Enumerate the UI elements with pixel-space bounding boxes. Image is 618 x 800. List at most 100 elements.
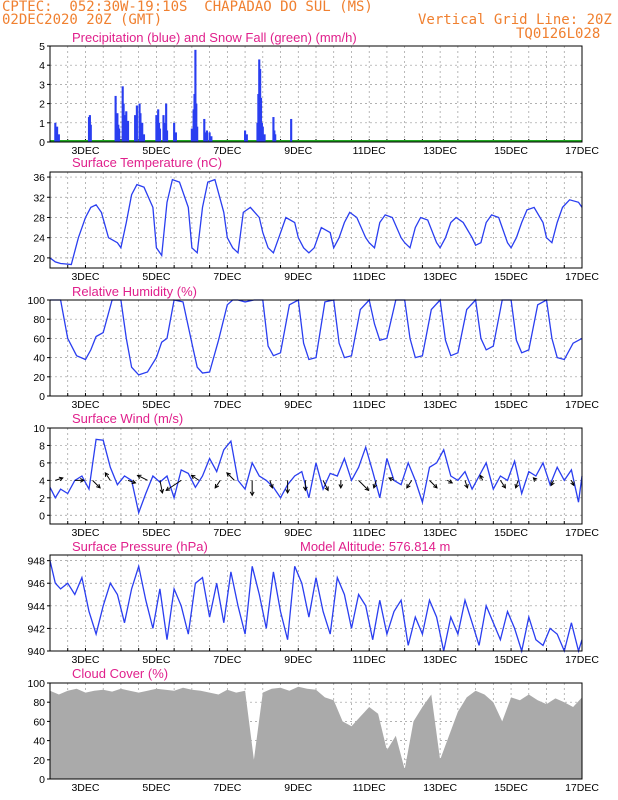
wind-arrow-head — [80, 477, 85, 483]
wind-ytick-label: 6 — [39, 458, 45, 470]
pressure-xtick-label: 5DEC — [142, 654, 170, 666]
temperature-xtick-label: 17DEC — [565, 271, 599, 283]
temperature-xtick-label: 15DEC — [494, 271, 528, 283]
wind-arrow — [226, 472, 235, 481]
wind-xtick-label: 7DEC — [213, 527, 241, 539]
precip-frame — [49, 45, 583, 143]
wind-ytick-label: 2 — [39, 493, 45, 505]
wind-xtick-label: 15DEC — [494, 527, 528, 539]
precip-bar — [290, 118, 293, 142]
pressure-ytick-label: 940 — [27, 646, 45, 658]
wind-xtick-label: 3DEC — [71, 527, 99, 539]
wind-arrow-head — [532, 477, 538, 482]
temperature-ytick-label: 28 — [33, 212, 45, 224]
temperature-frame — [49, 171, 583, 269]
precip-bar — [155, 115, 158, 142]
wind-arrow-head — [285, 489, 290, 494]
wind-panel: Surface Wind (m/s) 0 2 4 6 8 10 3DEC 5DEC 7DEC 9DE… — [33, 411, 599, 539]
precip-bar — [56, 126, 59, 142]
cloud-ytick-label: 80 — [33, 697, 45, 709]
cloud-ytick-label: 100 — [27, 678, 45, 690]
wind-ytick-label: 0 — [39, 510, 45, 522]
humidity-frame — [49, 299, 583, 397]
cloud-xtick-label: 13DEC — [423, 782, 457, 794]
temperature-xtick-label: 7DEC — [213, 271, 241, 283]
wind-arrow-head — [214, 483, 220, 489]
precip-xtick-label: 7DEC — [213, 145, 241, 157]
pressure-xtick-label: 3DEC — [71, 654, 99, 666]
wind-arrow-head — [136, 474, 142, 479]
pressure-xtick-label: 11DEC — [353, 654, 386, 666]
humidity-xtick-label: 15DEC — [494, 399, 528, 411]
wind-arrow-head — [249, 491, 255, 497]
cloud-ytick-label: 0 — [39, 774, 45, 786]
wind-arrow-head — [338, 484, 344, 489]
wind-ytick-label: 4 — [39, 475, 45, 487]
precip-bar — [210, 136, 213, 142]
precip-bar — [208, 132, 211, 142]
wind-arrow — [373, 480, 377, 489]
wind-xtick-label: 9DEC — [284, 527, 312, 539]
precip-bar — [139, 113, 142, 142]
humidity-title: Relative Humidity (%) — [72, 284, 197, 299]
precip-ytick-label: 0 — [39, 137, 45, 149]
wind-arrow-head — [372, 483, 378, 489]
precip-title: Precipitation (blue) and Snow Fall (gree… — [72, 30, 357, 45]
header-run-id: TQ0126L028 — [516, 26, 601, 42]
temperature-ytick-label: 32 — [33, 192, 45, 204]
wind-arrow-head — [501, 483, 506, 489]
humidity-xtick-label: 11DEC — [353, 399, 386, 411]
wind-arrow — [159, 480, 163, 493]
precip-bar — [194, 49, 197, 143]
cloud-xtick-label: 3DEC — [71, 782, 99, 794]
precip-bar — [118, 128, 121, 142]
pressure-panel: Surface Pressure (hPa) 940 942 944 946 948 3DE… — [27, 539, 599, 666]
precip-bar — [244, 130, 247, 142]
precip-xtick-label: 11DEC — [353, 145, 386, 157]
wind-frame — [49, 427, 583, 525]
pressure-xtick-label: 17DEC — [565, 654, 599, 666]
precip-xtick-label: 9DEC — [284, 145, 312, 157]
header-date-line: 02DEC2020 20Z (GMT) — [2, 12, 163, 28]
wind-arrow-head — [550, 481, 555, 487]
wind-arrow-head — [464, 483, 469, 489]
precip-bar — [57, 134, 60, 142]
wind-xtick-label: 5DEC — [142, 527, 170, 539]
wind-ytick-label: 8 — [39, 440, 45, 452]
precip-bar — [54, 122, 57, 142]
wind-arrow — [269, 480, 273, 489]
temperature-ytick-label: 36 — [33, 172, 45, 184]
humidity-xtick-label: 9DEC — [284, 399, 312, 411]
precip-xtick-label: 17DEC — [565, 145, 599, 157]
wind-arrow-head — [448, 479, 454, 484]
wind-arrow — [55, 477, 63, 481]
precip-bar — [165, 103, 168, 142]
model-altitude-label: Model Altitude: 576.814 m — [300, 539, 450, 554]
pressure-xtick-label: 9DEC — [284, 654, 312, 666]
wind-arrow-head — [58, 476, 64, 482]
cloud-ytick-label: 20 — [33, 755, 45, 767]
precip-xtick-label: 13DEC — [423, 145, 457, 157]
wind-arrow-head — [514, 483, 519, 489]
precip-ytick-label: 5 — [39, 41, 45, 53]
humidity-ytick-label: 80 — [33, 314, 45, 326]
wind-arrow-head — [324, 486, 329, 492]
precip-bar — [158, 128, 162, 142]
wind-arrow — [92, 480, 101, 489]
wind-arrow-head — [479, 474, 484, 480]
cloud-panel: Cloud Cover (%) 0 20 40 60 80 100 3DEC 5DEC 7DEC 9… — [27, 666, 599, 794]
wind-arrow-head — [388, 477, 394, 482]
cloud-cover-area — [50, 686, 582, 779]
cloud-ytick-label: 60 — [33, 716, 45, 728]
pressure-frame — [49, 554, 583, 652]
precip-bar — [162, 115, 165, 142]
precip-bar — [203, 118, 206, 142]
precip-bar — [135, 105, 138, 142]
pressure-xtick-label: 13DEC — [423, 654, 457, 666]
cloud-title: Cloud Cover (%) — [72, 666, 168, 681]
wind-arrow-head — [433, 483, 438, 489]
humidity-ytick-label: 0 — [39, 391, 45, 403]
precip-bar — [205, 130, 209, 142]
wind-arrow — [137, 474, 148, 481]
humidity-ytick-label: 20 — [33, 372, 45, 384]
